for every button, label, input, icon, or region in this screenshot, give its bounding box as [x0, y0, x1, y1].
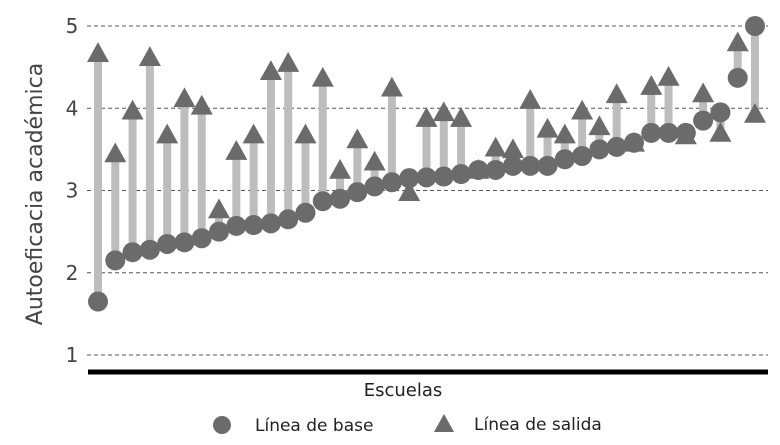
base-point	[468, 159, 489, 180]
base-point	[347, 182, 368, 203]
salida-point	[536, 117, 559, 138]
salida-point	[692, 82, 715, 103]
base-point	[433, 166, 454, 187]
salida-point	[242, 123, 265, 144]
y-tick-labels: 1 2 3 4 5	[66, 14, 79, 367]
salida-point	[605, 83, 628, 104]
salida-point	[501, 138, 524, 159]
salida-point	[259, 60, 282, 81]
y-tick-label: 3	[66, 179, 79, 203]
salida-point	[640, 75, 663, 95]
salida-point	[156, 123, 179, 144]
base-point	[520, 155, 541, 176]
y-tick-label: 1	[66, 343, 79, 367]
y-tick-label: 4	[66, 96, 79, 120]
base-point	[416, 167, 437, 188]
salida-point	[709, 121, 732, 142]
salida-point	[657, 65, 680, 86]
base-point	[364, 176, 385, 197]
salida-point	[744, 103, 766, 123]
salida-point	[380, 76, 403, 97]
salida-point	[588, 115, 611, 136]
base-point	[658, 122, 679, 143]
salida-point	[225, 140, 248, 160]
base-point	[295, 202, 316, 223]
base-point	[157, 233, 178, 254]
salida-point	[294, 123, 317, 144]
base-point	[260, 213, 281, 234]
base-point	[727, 67, 748, 88]
connector-lines	[94, 26, 759, 302]
base-point	[88, 291, 108, 312]
base-point	[381, 172, 402, 193]
base-point	[330, 188, 351, 209]
base-point	[554, 149, 575, 170]
salida-point	[553, 123, 576, 144]
base-point	[209, 221, 230, 242]
base-point	[589, 139, 610, 160]
base-point	[572, 145, 593, 166]
legend-salida-label: Línea de salida	[474, 415, 602, 435]
salida-point	[190, 94, 213, 115]
y-tick-label: 5	[66, 14, 79, 38]
base-point	[623, 132, 644, 153]
y-axis-title: Autoeficacia académica	[23, 63, 48, 325]
salida-point	[277, 52, 300, 72]
legend: Línea de base Línea de salida	[213, 414, 602, 436]
base-point	[191, 228, 212, 249]
legend-base-marker	[213, 416, 231, 434]
base-point	[105, 250, 126, 271]
x-axis-title: Escuelas	[364, 380, 443, 401]
base-point	[243, 215, 264, 236]
base-point	[745, 16, 765, 36]
base-point	[122, 242, 143, 263]
legend-base-label: Línea de base	[255, 416, 373, 436]
base-point	[174, 232, 195, 253]
y-tick-label: 2	[66, 261, 79, 285]
base-point	[710, 102, 731, 123]
base-point	[399, 168, 420, 189]
salida-point	[329, 158, 352, 179]
salida-point	[726, 31, 749, 52]
salida-point	[398, 181, 421, 201]
salida-point	[450, 107, 473, 127]
base-point	[139, 239, 160, 260]
salida-point	[432, 101, 455, 122]
base-point	[502, 155, 523, 176]
base-point	[693, 110, 714, 131]
salida-point	[138, 46, 161, 67]
legend-salida-marker	[434, 414, 454, 432]
salida-point	[484, 136, 507, 157]
base-point	[485, 159, 506, 180]
salida-point	[87, 42, 109, 62]
salida-point	[519, 89, 542, 109]
base-point	[312, 191, 333, 212]
salida-point	[104, 142, 127, 163]
salida-point	[173, 87, 196, 108]
salida-point	[415, 107, 438, 127]
salida-point	[121, 99, 144, 120]
base-point	[641, 122, 662, 143]
base-point	[537, 155, 558, 176]
salida-point	[571, 99, 594, 120]
base-markers	[88, 16, 765, 312]
base-point	[226, 215, 247, 236]
base-point	[451, 164, 472, 185]
base-point	[606, 136, 627, 157]
salida-point	[208, 198, 231, 219]
salida-point	[311, 66, 334, 87]
base-point	[278, 209, 299, 230]
base-point	[675, 122, 696, 143]
salida-point	[346, 128, 369, 149]
salida-point	[363, 150, 386, 171]
